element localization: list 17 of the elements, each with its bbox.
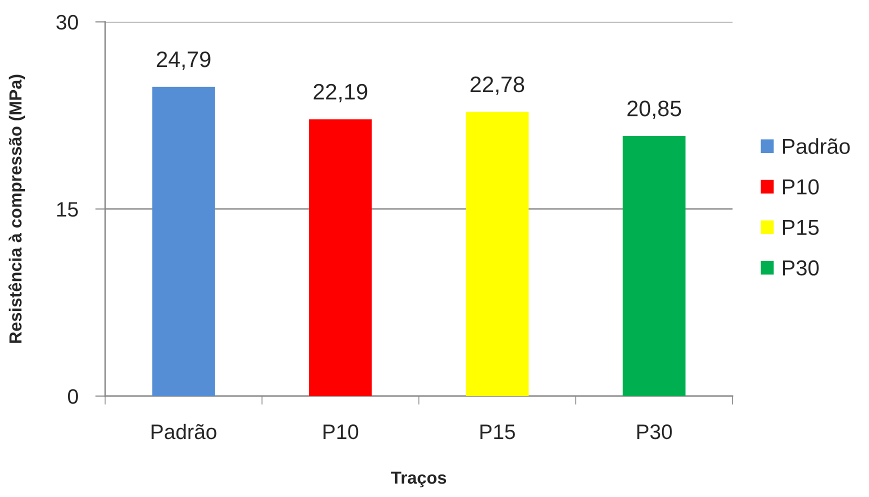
x-tick-label: Padrão [152, 424, 216, 440]
x-tick-label: P15 [480, 424, 515, 440]
data-label: 22,19 [314, 84, 368, 102]
x-axis-title: Traços [391, 472, 446, 488]
data-label: 20,85 [627, 100, 682, 119]
legend-label: Padrão [783, 138, 850, 154]
x-tick-label: P30 [637, 424, 672, 440]
x-tick-label: P10 [324, 424, 358, 440]
y-tick-label: 0 [68, 389, 78, 404]
y-tick-label: 15 [57, 202, 78, 217]
legend-label: P10 [783, 179, 819, 195]
data-label: 22,78 [470, 76, 524, 95]
y-axis-title: Resistência à compressão (MPa) [8, 74, 26, 343]
data-label: 24,79 [156, 51, 210, 70]
y-tick-label: 30 [56, 14, 78, 30]
legend-label: P30 [783, 260, 819, 276]
legend-label: P15 [783, 220, 819, 236]
